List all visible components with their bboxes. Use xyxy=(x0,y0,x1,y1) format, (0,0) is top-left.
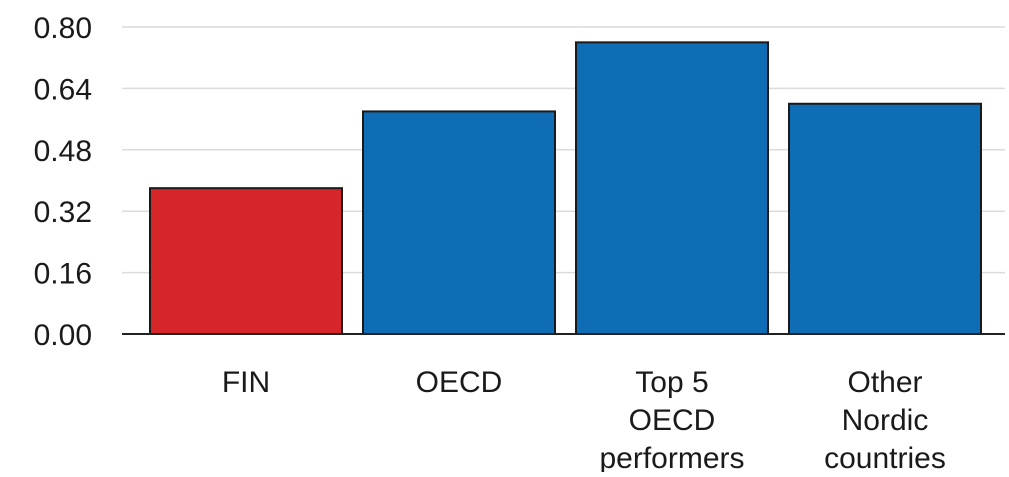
y-tick-label: 0.32 xyxy=(34,196,92,229)
bar xyxy=(575,41,769,335)
bar xyxy=(362,110,556,335)
y-tick-label: 0.64 xyxy=(34,73,92,106)
x-tick-label: FIN xyxy=(222,366,270,399)
bar xyxy=(149,187,343,335)
y-tick-label: 0.16 xyxy=(34,258,92,291)
bars xyxy=(149,41,982,335)
y-tick-label: 0.48 xyxy=(34,135,92,168)
x-axis-labels: FIN OECD Top 5 OECD performers Other Nordic cou… xyxy=(222,366,946,475)
y-axis-ticks: 0.00 0.16 0.32 0.48 0.64 0.80 xyxy=(34,12,92,352)
x-tick-label: OECD xyxy=(416,366,503,399)
x-tick-label: Other Nordic countries xyxy=(824,366,946,472)
y-tick-label: 0.80 xyxy=(34,12,92,45)
bar xyxy=(788,102,982,335)
x-tick-label: Top 5 OECD performers xyxy=(599,366,744,472)
y-tick-label: 0.00 xyxy=(34,319,92,352)
